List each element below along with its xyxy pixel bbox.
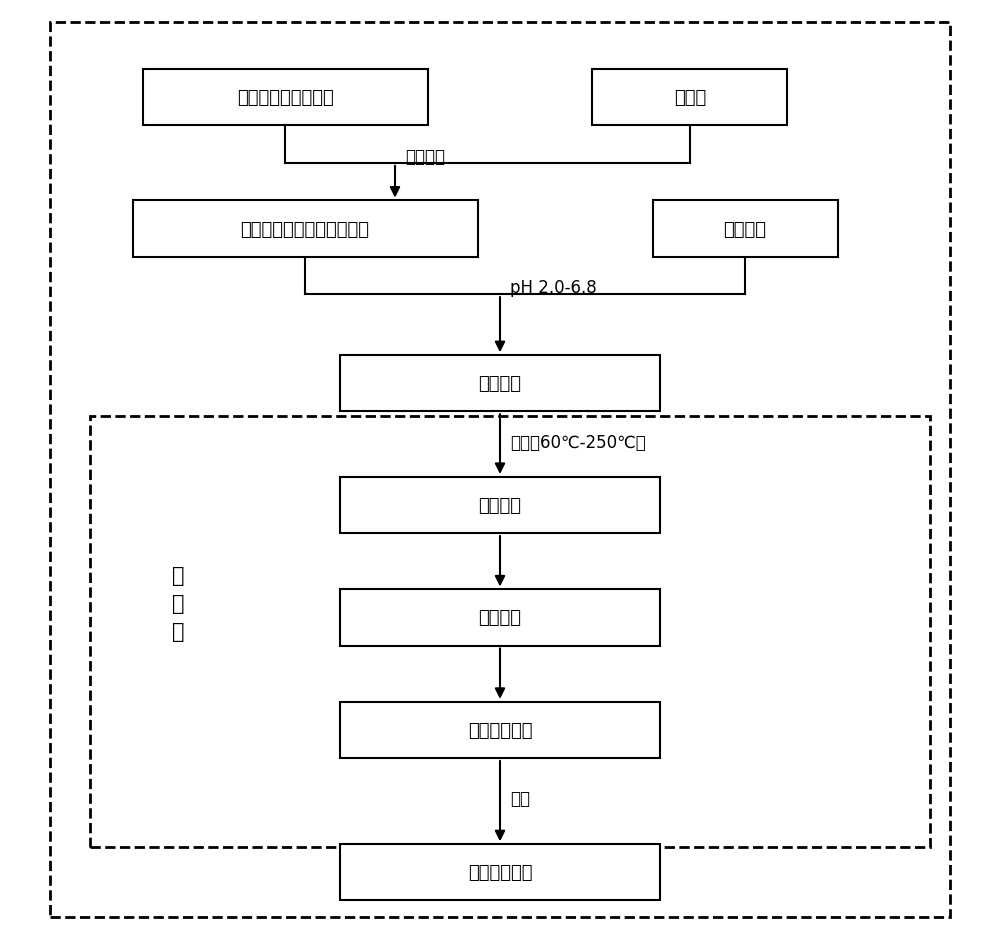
- Text: 环氧丙烷: 环氧丙烷: [724, 220, 767, 239]
- Bar: [592, 70, 787, 126]
- Text: 石墨烯湿凝胶: 石墨烯湿凝胶: [468, 721, 532, 739]
- Bar: [340, 356, 660, 412]
- Text: 干燥: 干燥: [510, 789, 530, 808]
- Text: 混合溶液: 混合溶液: [479, 374, 522, 393]
- Bar: [340, 477, 660, 534]
- Bar: [90, 417, 930, 847]
- Text: 蒸馏水: 蒸馏水: [674, 89, 706, 108]
- Text: 超声分散: 超声分散: [405, 148, 445, 167]
- Text: 反应产物: 反应产物: [479, 496, 522, 515]
- Bar: [340, 702, 660, 758]
- Text: 温度（60℃-250℃）: 温度（60℃-250℃）: [510, 433, 646, 452]
- Bar: [652, 201, 838, 257]
- Text: 水
热
法: 水 热 法: [172, 565, 184, 642]
- Text: 氧化石墨烯或石墨烯分散液: 氧化石墨烯或石墨烯分散液: [240, 220, 370, 239]
- Bar: [340, 590, 660, 646]
- Bar: [50, 23, 950, 917]
- Bar: [340, 844, 660, 900]
- Bar: [132, 201, 478, 257]
- Bar: [143, 70, 428, 126]
- Text: 氧化石墨烯或石墨烯: 氧化石墨烯或石墨烯: [237, 89, 333, 108]
- Text: 反应产物: 反应产物: [479, 608, 522, 627]
- Text: 石墨烯气凝胶: 石墨烯气凝胶: [468, 863, 532, 882]
- Text: pH 2.0-6.8: pH 2.0-6.8: [510, 278, 597, 297]
